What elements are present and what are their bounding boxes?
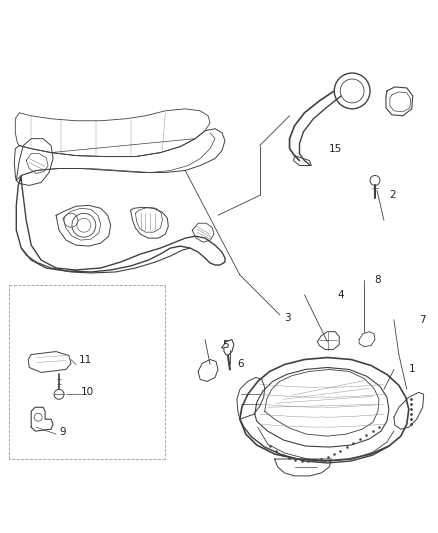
- Text: 5: 5: [222, 340, 229, 350]
- Text: 2: 2: [389, 190, 396, 200]
- Text: 15: 15: [329, 143, 343, 154]
- Text: 8: 8: [374, 275, 381, 285]
- Text: 1: 1: [409, 365, 415, 375]
- Text: 3: 3: [285, 313, 291, 323]
- Text: 10: 10: [81, 387, 94, 397]
- Text: 9: 9: [59, 427, 66, 437]
- Text: 11: 11: [79, 354, 92, 365]
- Text: 7: 7: [419, 314, 425, 325]
- Text: 6: 6: [237, 359, 244, 369]
- Text: 4: 4: [337, 290, 344, 300]
